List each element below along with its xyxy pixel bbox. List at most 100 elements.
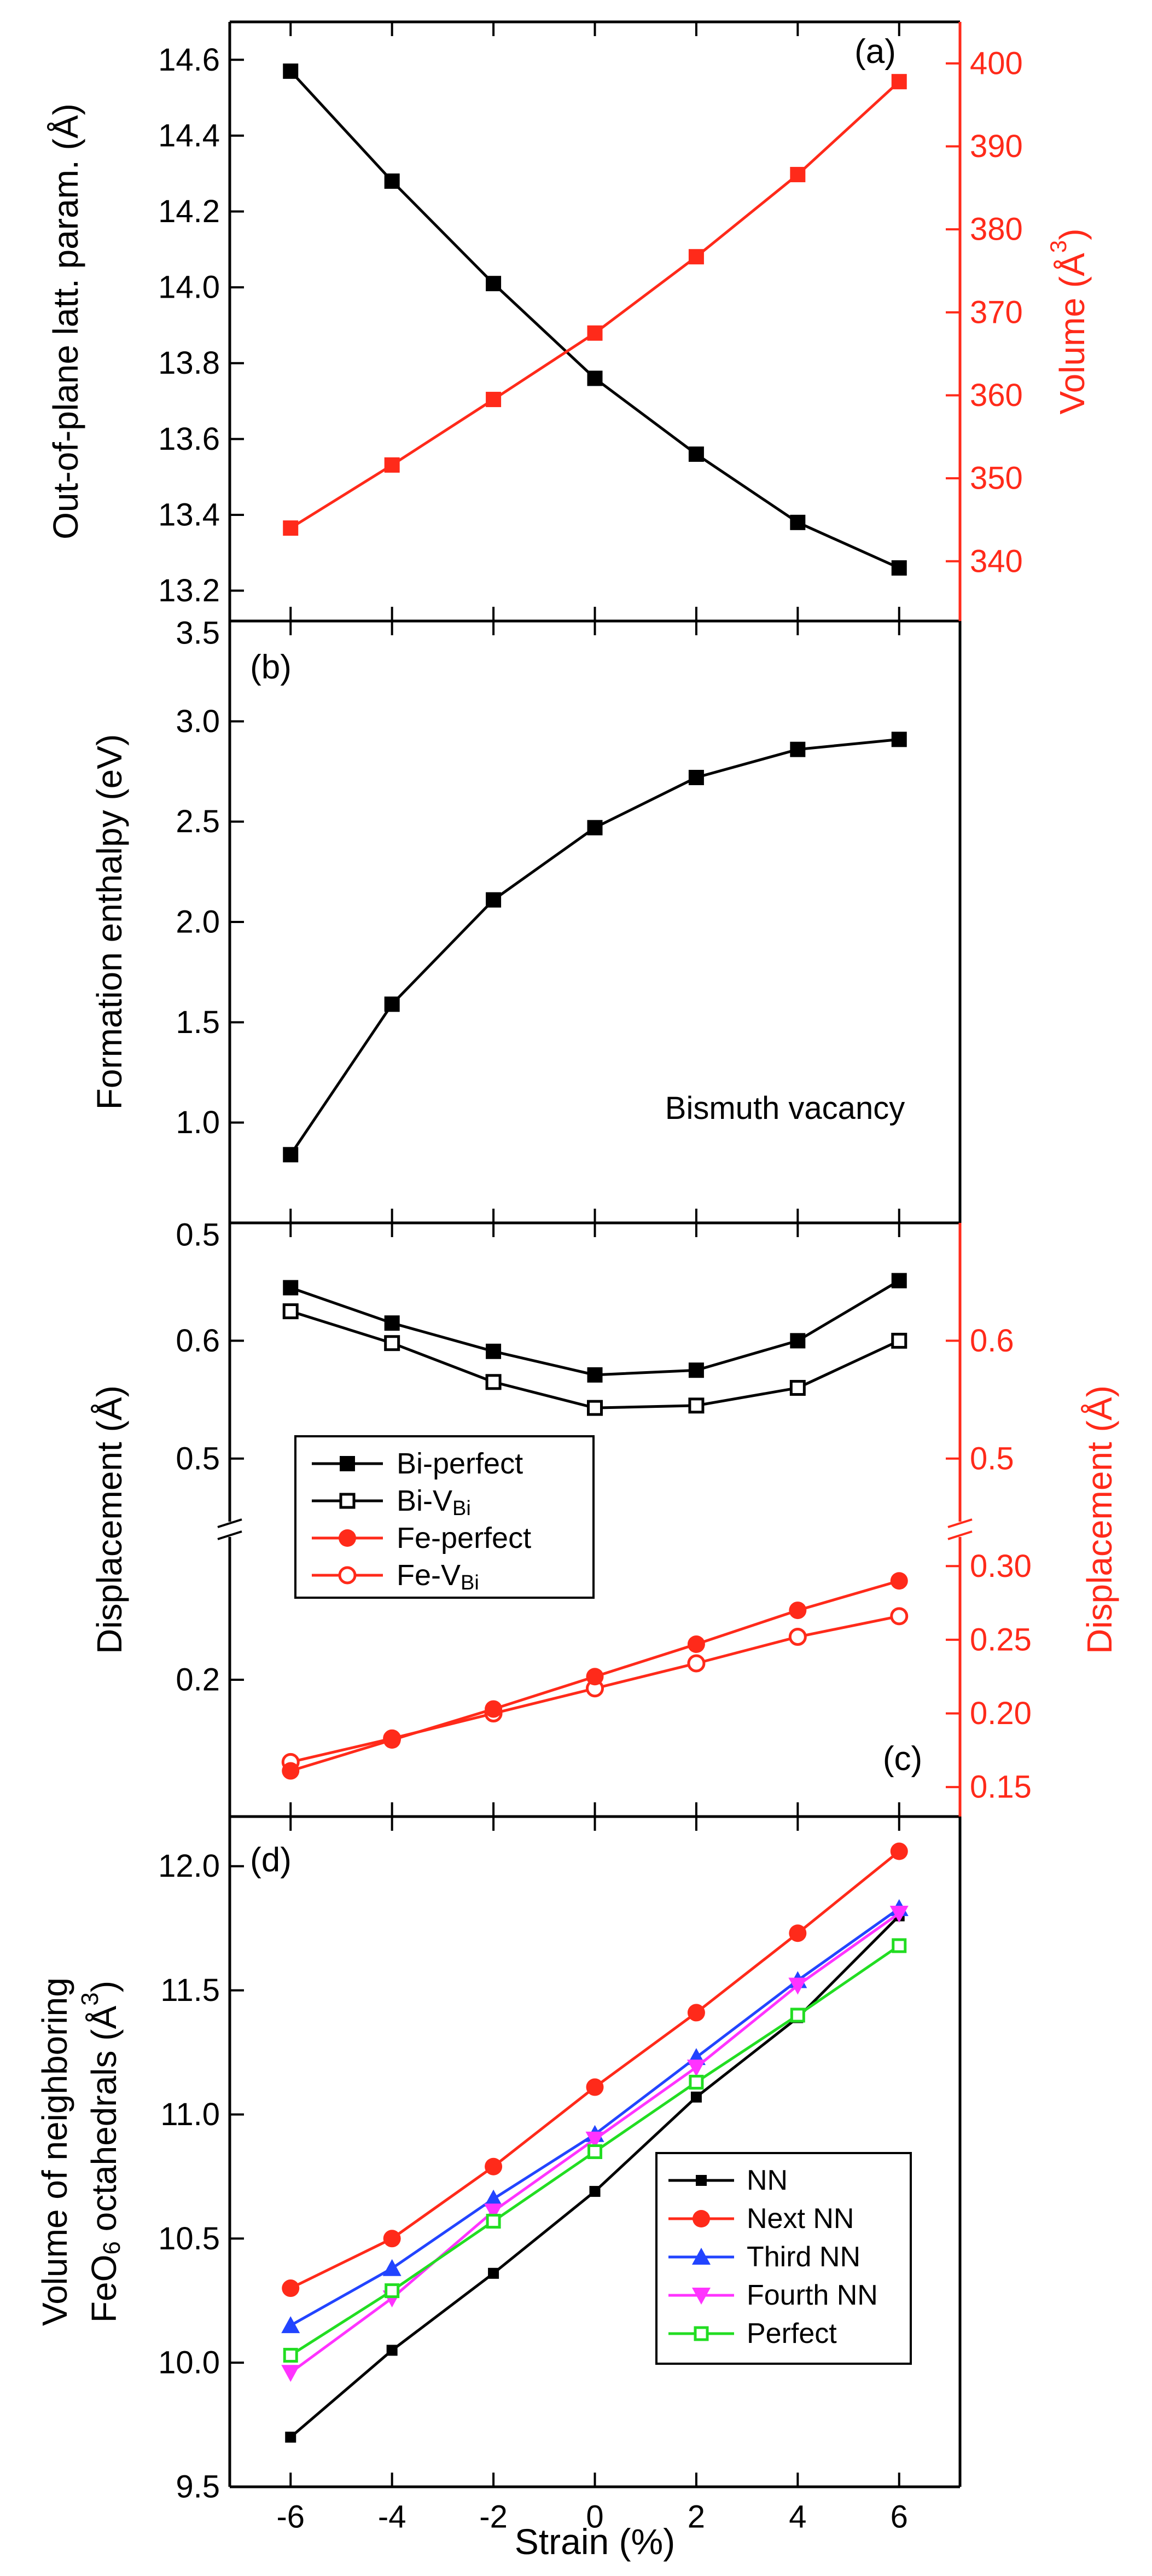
panel-c-bi-vbi-point-3 — [587, 1400, 603, 1416]
panel-d-legend-marker-1 — [693, 2210, 710, 2227]
panel-c-bi-vbi-point-4 — [688, 1397, 705, 1414]
axis-break-mark2-1 — [947, 1530, 973, 1540]
panel-d-ylabel-line2: FeO6 octahedrals (Å3) — [77, 1981, 125, 2323]
panel-d-ytick-1-label: 10.0 — [158, 2345, 220, 2381]
panel-a-ytick-right-4-label: 380 — [970, 212, 1023, 247]
axis-break-mark-0 — [217, 1518, 242, 1528]
panel-c-legend-label-2: Fe-perfect — [397, 1522, 531, 1554]
ylabel-line2-c: ) — [84, 1981, 124, 1992]
ylabel-right-close: ) — [1052, 229, 1092, 240]
panel-d-label: (d) — [250, 1841, 292, 1879]
panel-c-fe-vbi-point-6 — [890, 1607, 909, 1626]
panel-a-ytick-right-0-label: 340 — [970, 543, 1023, 579]
panel-c-legend-marker-2 — [339, 1529, 356, 1547]
panel-a-ylabel-right: Volume (Å3) — [1045, 229, 1092, 415]
panel-c-bi-vbi-line — [290, 1310, 900, 1409]
panel-c-bi-perfect-point-3 — [587, 1367, 603, 1383]
legend-label-sub: Bi — [452, 1497, 471, 1520]
panel-d-legend-label-0: NN — [747, 2165, 788, 2196]
panel-a-ytick-left-7-label: 14.6 — [158, 42, 220, 78]
panel-c-legend-label-0: Bi-perfect — [397, 1447, 523, 1480]
panel-d-legend-label-2: Third NN — [747, 2241, 860, 2273]
panel-d-nn-point-3 — [589, 2186, 601, 2197]
panel-c-ytick-right-lower-2-label: 0.25 — [970, 1622, 1032, 1657]
panel-a-volume-point-2 — [486, 392, 502, 408]
panel-d-ytick-2-label: 10.5 — [158, 2221, 220, 2256]
panel-c-fe-perfect-point-4 — [687, 1635, 705, 1653]
panel-d-legend-label-1: Next NN — [747, 2203, 854, 2235]
panel-b-enthalpy-point-4 — [688, 770, 704, 785]
panel-d-third-nn-point-0 — [281, 2316, 300, 2334]
panel-a-ytick-left-6-label: 14.4 — [158, 118, 220, 153]
panel-b-enthalpy-point-5 — [790, 741, 806, 757]
panel-c-legend-marker-3 — [338, 1566, 357, 1585]
x-tick-label-0: -6 — [276, 2499, 305, 2535]
x-tick-label-4: 2 — [688, 2499, 705, 2535]
panel-c-bi-vbi-point-0 — [282, 1303, 299, 1320]
panel-d-ytick-4-label: 11.5 — [160, 1972, 220, 2008]
panel-a-ytick-left-0-label: 13.2 — [158, 573, 220, 608]
panel-a-volume-point-5 — [790, 167, 806, 183]
panel-b-ytick-3-label: 2.0 — [176, 904, 220, 940]
panel-c-top-label: 0.5 — [176, 1217, 220, 1253]
ylabel-right-main: Volume (Å — [1052, 253, 1092, 415]
panel-c-ytick-left-upper-1-label: 0.6 — [176, 1323, 220, 1359]
panel-a-ytick-right-6-label: 400 — [970, 45, 1023, 81]
panel-a-lattice-point-1 — [384, 173, 400, 189]
x-tick-label-2: -2 — [479, 2499, 508, 2535]
panel-c-legend-marker-0 — [340, 1456, 355, 1471]
ylabel-line2-sub: 6 — [98, 2241, 125, 2254]
axis-break-mark2-0 — [217, 1530, 242, 1540]
legend-label-main: Fe-perfect — [397, 1522, 531, 1554]
panel-c-bi-vbi-point-2 — [485, 1374, 502, 1390]
panel-a-volume-line — [289, 80, 900, 530]
panel-c-bi-vbi-point-5 — [789, 1380, 806, 1396]
panel-d-next-nn-point-4 — [687, 2004, 705, 2022]
panel-b-ytick-1-label: 1.0 — [176, 1105, 220, 1140]
panel-c-ytick-left-lower-0-label: 0.2 — [176, 1662, 220, 1698]
panel-d-ytick-0-label: 9.5 — [176, 2469, 220, 2505]
panel-d-ytick-3-label: 11.0 — [160, 2097, 220, 2132]
panel-b-label: (b) — [250, 648, 292, 686]
panel-d-fourth-nn-point-0 — [281, 2365, 300, 2382]
panel-c-fe-perfect-point-3 — [586, 1668, 604, 1686]
x-tick-label-3: 0 — [586, 2499, 603, 2535]
panel-c-legend-label-3: Fe-VBi — [397, 1559, 479, 1594]
panel-c-ytick-right-lower-1-label: 0.20 — [970, 1696, 1032, 1731]
panel-d-next-nn-point-6 — [890, 1842, 908, 1860]
panel-d-fourth-nn-point-4 — [686, 2059, 706, 2077]
panel-a-ytick-right-3-label: 370 — [970, 294, 1023, 330]
panel-b-ytick-4-label: 2.5 — [176, 804, 220, 839]
panel-a-volume-point-0 — [283, 520, 299, 536]
panel-d-nn-point-1 — [386, 2345, 398, 2356]
panel-d-perfect-point-0 — [283, 2348, 298, 2363]
panel-b-ytick-label-6: 3.5 — [176, 616, 220, 651]
panel-b-enthalpy-point-2 — [486, 892, 502, 908]
ylabel-line2-sup: 3 — [77, 1992, 103, 2005]
panel-c-fe-vbi-point-5 — [788, 1628, 807, 1646]
ylabel-line2-a: FeO — [84, 2255, 124, 2323]
legend-label-sub: Bi — [461, 1571, 479, 1594]
panel-c-fe-perfect-point-2 — [485, 1700, 503, 1718]
panel-c-bi-perfect-point-1 — [384, 1315, 400, 1331]
panel-c-ytick-right-lower-3-label: 0.30 — [970, 1548, 1032, 1584]
panel-d-third-nn-point-1 — [382, 2259, 402, 2276]
panel-d-legend-marker-4 — [694, 2326, 709, 2341]
panel-b-ylabel: Formation enthalpy (eV) — [90, 734, 129, 1110]
panel-b-enthalpy-point-3 — [587, 820, 603, 836]
panel-c-ytick-right-upper-0-label: 0.5 — [970, 1441, 1014, 1476]
panel-b-ytick-2-label: 1.5 — [176, 1005, 220, 1040]
panel-d-perfect-point-6 — [892, 1938, 907, 1953]
panel-d-ylabel-line1: Volume of neighboring — [35, 1977, 74, 2326]
panel-c-bi-vbi-point-6 — [891, 1332, 907, 1349]
panel-d-next-nn-point-5 — [789, 1924, 807, 1942]
panel-c-ytick-left-upper-0-label: 0.5 — [176, 1441, 220, 1476]
panel-d-legend-marker-3 — [692, 2288, 711, 2305]
panel-c-bi-perfect-point-0 — [283, 1280, 299, 1296]
panel-d-nn-point-0 — [285, 2432, 296, 2443]
panel-a-ytick-right-2-label: 360 — [970, 378, 1023, 413]
panel-d-fourth-nn-point-2 — [484, 2203, 503, 2221]
panel-c-bi-perfect-point-4 — [688, 1362, 704, 1378]
x-tick-label-5: 4 — [789, 2499, 806, 2535]
